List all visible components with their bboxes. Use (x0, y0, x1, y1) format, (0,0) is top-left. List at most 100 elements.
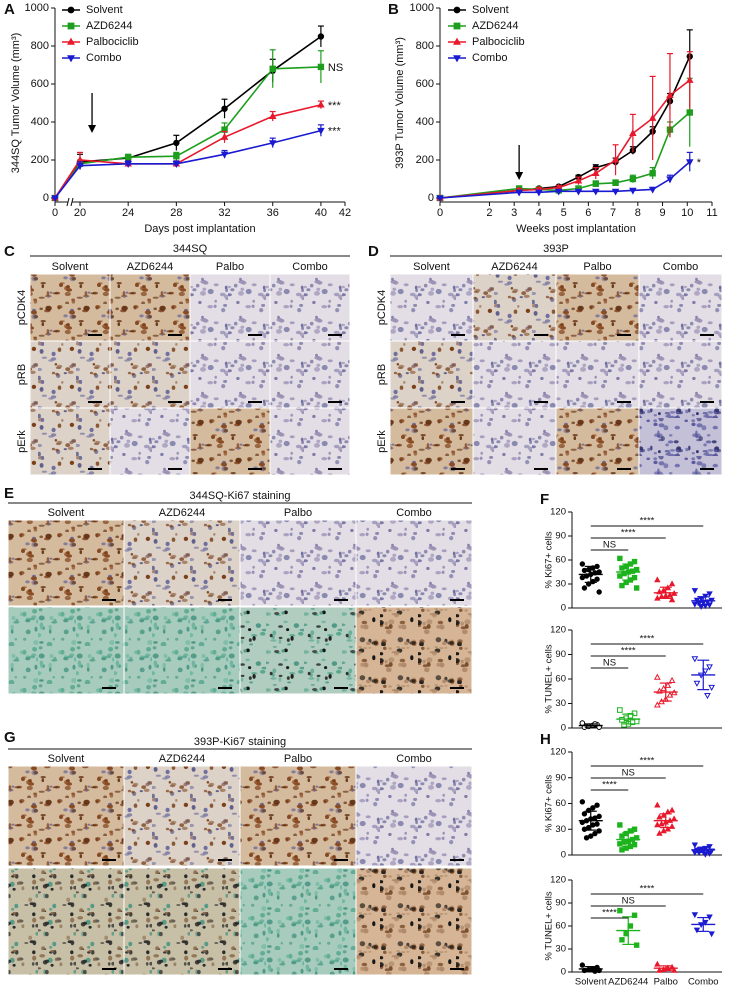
marker (617, 707, 623, 713)
y-tick-label: 0 (428, 192, 434, 204)
marker (453, 37, 461, 45)
x-tick-label: 40 (315, 207, 327, 219)
y-tick-label: 60 (555, 798, 566, 809)
marker (317, 127, 325, 135)
y-tick-label: 90 (555, 649, 566, 660)
column-label: Palbo (284, 507, 312, 519)
marker (594, 802, 600, 808)
significance-label: **** (640, 516, 655, 527)
marker (67, 6, 75, 14)
row-label: pRB (376, 364, 388, 385)
micrograph (239, 867, 357, 976)
marker (693, 680, 701, 687)
marker (660, 827, 667, 834)
significance-label: NS (603, 540, 616, 551)
marker (67, 37, 75, 45)
significance-label: *** (328, 100, 342, 112)
legend-label: Palbociclib (86, 36, 139, 48)
significance-label: **** (621, 528, 636, 539)
column-label: Palbo (583, 261, 611, 273)
marker (691, 850, 699, 857)
marker (648, 114, 657, 121)
significance-label: NS (622, 896, 635, 907)
micrograph (472, 340, 557, 409)
x-axis-title: Days post implantation (144, 223, 255, 235)
y-tick-label: 30 (555, 579, 566, 590)
marker (704, 692, 711, 700)
panel-label: A (4, 1, 15, 18)
y-tick-label: 0 (561, 967, 566, 978)
marker (596, 569, 602, 575)
legend-label: AZD6244 (472, 20, 518, 32)
significance-label: **** (640, 884, 655, 895)
marker (617, 822, 623, 828)
legend-label: Palbociclib (472, 36, 525, 48)
significance-label: **** (640, 634, 655, 645)
marker (619, 847, 625, 853)
marker (654, 801, 661, 808)
column-label: AZD6244 (491, 261, 537, 273)
x-tick-label: 3 (511, 207, 517, 219)
x-tick-label: 5 (561, 207, 567, 219)
marker (654, 594, 661, 601)
x-tick-label: 11 (706, 207, 717, 219)
y-tick-label: 120 (550, 507, 566, 518)
marker (660, 685, 668, 692)
marker (649, 170, 656, 177)
significance-label: NS (603, 658, 616, 669)
series-line (54, 66, 321, 199)
arrow-head (88, 125, 97, 133)
y-tick-label: 60 (555, 674, 566, 685)
x-tick-label: 9 (659, 207, 665, 219)
x-tick-label: Solvent (575, 977, 607, 987)
micrograph (29, 273, 111, 342)
micrograph (638, 273, 723, 342)
marker (515, 189, 523, 197)
legend-label: Combo (86, 52, 121, 64)
marker (691, 842, 699, 849)
marker (592, 830, 598, 837)
micrograph (123, 765, 241, 867)
marker (619, 717, 625, 723)
panel-label: C (4, 243, 15, 260)
micrograph (355, 867, 473, 976)
marker (172, 161, 181, 168)
y-axis-title: % TUNEL+ cells (544, 891, 555, 961)
marker (592, 180, 599, 187)
marker (317, 63, 325, 71)
micrograph (389, 340, 474, 409)
x-tick-label: 42 (339, 207, 351, 219)
micrograph (109, 407, 191, 476)
marker (579, 799, 586, 805)
marker (701, 668, 709, 675)
y-tick-label: 30 (555, 824, 566, 835)
marker (621, 721, 627, 728)
significance-label: **** (621, 646, 636, 657)
column-label: AZD6244 (127, 261, 173, 273)
y-axis-title: 393P Tumor Volume (mm³) (394, 37, 406, 169)
micrograph (472, 273, 557, 342)
marker (617, 841, 623, 847)
marker (619, 582, 625, 589)
arrow-head (515, 172, 524, 180)
column-label: Combo (663, 261, 698, 273)
micrograph (355, 765, 473, 867)
y-tick-label: 600 (416, 78, 434, 90)
column-label: Combo (292, 261, 327, 273)
legend-label: Solvent (472, 4, 509, 16)
marker (581, 811, 588, 817)
x-tick-label: 0 (437, 207, 443, 219)
marker (668, 580, 676, 587)
marker (596, 589, 602, 595)
micrograph (269, 407, 351, 476)
micrograph (472, 407, 557, 476)
micrograph (638, 407, 723, 476)
y-tick-label: 800 (416, 40, 434, 52)
y-tick-label: 0 (561, 723, 566, 734)
panel-label: G (4, 729, 16, 746)
significance-label: **** (602, 780, 617, 791)
marker (656, 829, 663, 836)
micrograph (555, 407, 640, 476)
marker (654, 960, 661, 967)
